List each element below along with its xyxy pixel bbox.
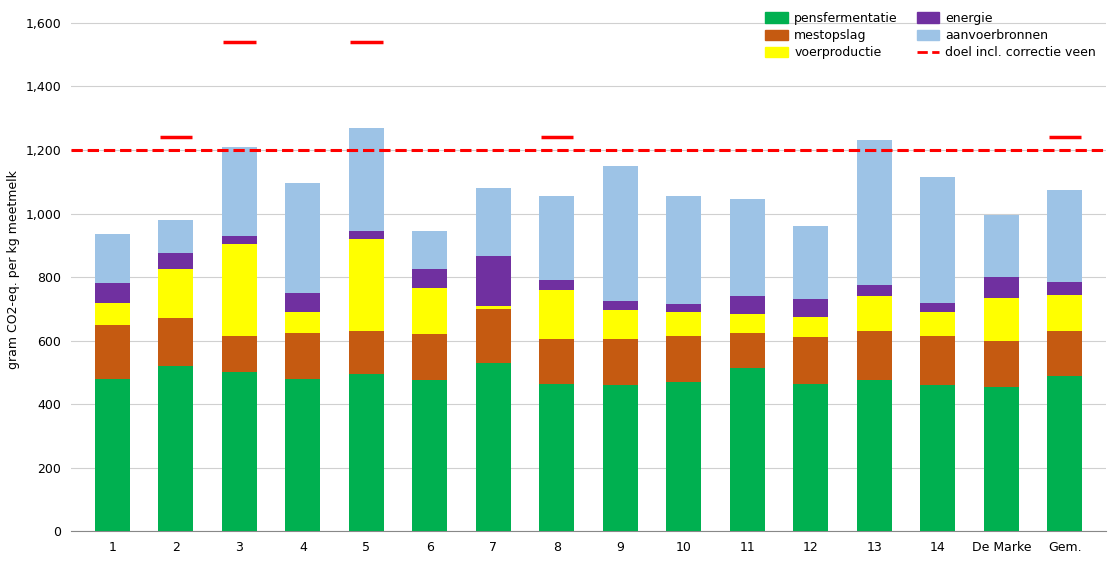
Bar	[667, 382, 701, 531]
Bar	[285, 183, 321, 293]
Bar	[413, 231, 447, 269]
Bar	[95, 283, 130, 302]
Bar	[158, 220, 194, 253]
Bar	[348, 331, 384, 374]
Bar	[730, 314, 765, 333]
Bar	[920, 312, 955, 336]
Bar	[794, 338, 828, 384]
Bar	[221, 373, 257, 531]
Bar	[667, 312, 701, 336]
Bar	[794, 300, 828, 317]
Bar	[730, 367, 765, 531]
Bar	[857, 140, 892, 285]
Bar	[476, 309, 511, 363]
Bar	[540, 196, 574, 280]
Bar	[540, 384, 574, 531]
Bar	[285, 293, 321, 312]
Bar	[221, 147, 257, 236]
Bar	[158, 366, 194, 531]
Bar	[348, 374, 384, 531]
Bar	[603, 310, 638, 339]
Bar	[413, 288, 447, 334]
Bar	[920, 336, 955, 385]
Bar	[285, 379, 321, 531]
Bar	[1047, 295, 1082, 331]
Bar	[348, 239, 384, 331]
Bar	[413, 334, 447, 380]
Bar	[920, 302, 955, 312]
Y-axis label: gram CO2-eq. per kg meetmelk: gram CO2-eq. per kg meetmelk	[7, 169, 20, 369]
Bar	[348, 231, 384, 239]
Bar	[1047, 376, 1082, 531]
Bar	[158, 319, 194, 366]
Bar	[730, 333, 765, 367]
Bar	[920, 385, 955, 531]
Bar	[95, 325, 130, 379]
Bar	[476, 306, 511, 309]
Bar	[476, 188, 511, 256]
Bar	[603, 339, 638, 385]
Bar	[794, 226, 828, 300]
Bar	[984, 341, 1018, 387]
Bar	[857, 380, 892, 531]
Bar	[1047, 282, 1082, 295]
Bar	[1047, 190, 1082, 282]
Bar	[95, 234, 130, 283]
Bar	[158, 269, 194, 319]
Bar	[794, 384, 828, 531]
Bar	[285, 333, 321, 379]
Legend: pensfermentatie, mestopslag, voerproductie, energie, aanvoerbronnen, doel incl. : pensfermentatie, mestopslag, voerproduct…	[761, 8, 1100, 63]
Bar	[158, 253, 194, 269]
Bar	[984, 277, 1018, 298]
Bar	[984, 215, 1018, 277]
Bar	[667, 336, 701, 382]
Bar	[95, 302, 130, 325]
Bar	[603, 166, 638, 301]
Bar	[984, 387, 1018, 531]
Bar	[540, 280, 574, 290]
Bar	[984, 298, 1018, 341]
Bar	[413, 269, 447, 288]
Bar	[413, 380, 447, 531]
Bar	[476, 363, 511, 531]
Bar	[95, 379, 130, 531]
Bar	[920, 177, 955, 302]
Bar	[285, 312, 321, 333]
Bar	[857, 285, 892, 296]
Bar	[221, 236, 257, 243]
Bar	[794, 317, 828, 338]
Bar	[221, 336, 257, 373]
Bar	[221, 243, 257, 336]
Bar	[476, 256, 511, 306]
Bar	[667, 304, 701, 312]
Bar	[540, 339, 574, 384]
Bar	[603, 385, 638, 531]
Bar	[348, 128, 384, 231]
Bar	[730, 199, 765, 296]
Bar	[667, 196, 701, 304]
Bar	[857, 331, 892, 380]
Bar	[730, 296, 765, 314]
Bar	[540, 290, 574, 339]
Bar	[1047, 331, 1082, 376]
Bar	[603, 301, 638, 310]
Bar	[857, 296, 892, 331]
